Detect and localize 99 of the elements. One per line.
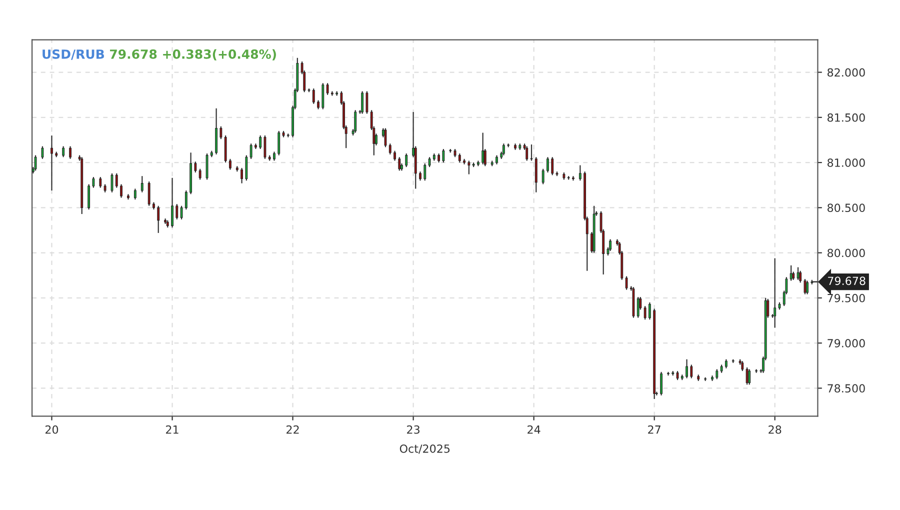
y-tick-label: 81.500: [828, 113, 865, 122]
candlestick: [326, 82, 329, 96]
x-tick-label: 21: [166, 425, 178, 434]
candlestick: [180, 205, 183, 220]
x-tick-label: 27: [648, 425, 660, 434]
candlestick: [398, 156, 401, 172]
candlestick: [458, 152, 461, 164]
candlestick: [428, 156, 431, 168]
candlestick: [264, 134, 266, 160]
x-axis-title: Oct/2025: [400, 444, 450, 454]
candlestick: [194, 161, 197, 174]
candlestick: [468, 160, 470, 175]
candlestick: [405, 152, 408, 168]
candlestick: [442, 148, 445, 164]
candlestick: [176, 203, 178, 220]
candlestick: [790, 264, 792, 282]
candlestick: [799, 270, 802, 284]
candlestick: [120, 184, 122, 198]
candlestick: [312, 88, 315, 104]
candlestick: [686, 358, 688, 379]
candlestick: [99, 176, 102, 188]
candlestick: [741, 360, 744, 372]
candlestick: [724, 358, 728, 369]
candlestick: [69, 146, 72, 160]
candlestick: [50, 134, 53, 192]
candlestick: [748, 368, 751, 386]
candlestick: [526, 146, 528, 162]
candlestick: [424, 162, 426, 182]
candlestick: [551, 156, 554, 176]
candlestick: [572, 176, 574, 182]
candlestick: [636, 296, 640, 318]
x-tick-label: 22: [286, 425, 299, 434]
candlestick: [62, 146, 65, 158]
candlestick: [546, 156, 549, 174]
candlestick: [534, 156, 538, 193]
candlestick: [609, 238, 612, 252]
candlestick: [502, 143, 505, 156]
candlestick: [482, 132, 484, 165]
candlestick: [660, 371, 662, 396]
y-tick-label: 79.500: [828, 294, 865, 302]
candlestick: [384, 128, 387, 148]
candlestick: [496, 154, 498, 165]
x-tick-label: 28: [768, 425, 782, 434]
candlestick: [220, 126, 222, 140]
y-tick-label: 80.000: [828, 248, 865, 258]
candlestick: [366, 90, 368, 114]
text: 79.678 +0.383(+0.48%): [110, 49, 276, 60]
y-tick-label: 79.000: [828, 339, 865, 348]
candlestick: [625, 276, 628, 290]
y-tick-label: 78.500: [828, 384, 865, 393]
candlestick: [354, 110, 357, 134]
candlestick: [157, 205, 160, 234]
candlestick: [140, 176, 144, 193]
candlestick: [278, 130, 280, 156]
candlestick: [648, 302, 651, 320]
candlestick: [134, 188, 136, 200]
candlestick: [88, 184, 90, 210]
candlestick: [716, 368, 718, 380]
candlestick: [228, 158, 232, 170]
x-tick-label: 24: [528, 425, 540, 434]
candlestick: [110, 172, 114, 193]
candlestick: [250, 143, 252, 160]
candlestick: [198, 168, 202, 180]
candlestick: [92, 176, 95, 188]
candlestick: [273, 151, 276, 162]
y-tick-label: 82.000: [828, 68, 865, 77]
y-tick-label: 80.500: [828, 204, 865, 212]
candlestick: [388, 143, 392, 155]
candlestick: [245, 154, 248, 182]
candlestick: [224, 134, 227, 164]
candlestick: [115, 172, 118, 188]
text: USD/RUB: [42, 49, 104, 60]
candlestick: [774, 258, 776, 328]
candlestick: [438, 152, 440, 164]
candlestick: [206, 152, 208, 180]
candlestick: [394, 150, 396, 162]
candlestick: [34, 154, 37, 172]
x-tick-label: 20: [45, 425, 58, 434]
candlestick: [361, 90, 364, 114]
candlestick: [806, 280, 809, 295]
x-tick-label: 23: [407, 425, 420, 434]
candlestick: [644, 305, 646, 320]
candlestick: [804, 278, 806, 295]
candlestick: [542, 168, 544, 185]
candlestick: [419, 171, 422, 182]
candlestick: [184, 190, 188, 210]
y-tick-label: 81.000: [828, 158, 865, 167]
candlestick: [322, 82, 324, 110]
candlestick: [578, 164, 582, 182]
candlestick: [171, 177, 174, 228]
text: 79.678: [828, 276, 866, 286]
candlestick: [259, 134, 262, 150]
candlestick: [240, 167, 243, 184]
candlestick: [530, 144, 533, 162]
candlestick: [317, 100, 320, 110]
candlestick: [41, 146, 44, 160]
candlestick: [690, 364, 693, 379]
candlestick: [676, 370, 679, 381]
candlestick: [148, 180, 150, 206]
